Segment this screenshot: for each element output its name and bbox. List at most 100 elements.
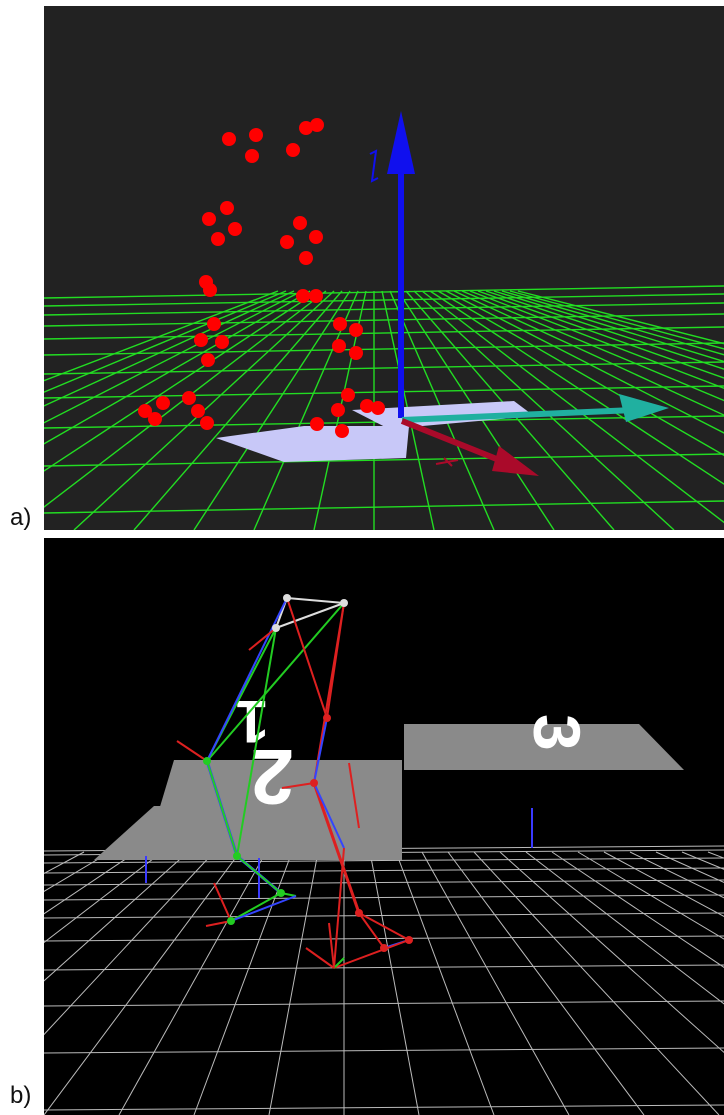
marker-point xyxy=(280,235,294,249)
grid-line xyxy=(44,285,724,299)
bone-segment xyxy=(333,957,345,969)
x-axis-shaft xyxy=(400,418,511,467)
marker-point xyxy=(360,399,374,413)
grid-line xyxy=(469,290,724,390)
bone-segment xyxy=(326,602,345,719)
grid-line xyxy=(44,912,724,919)
grid-line xyxy=(44,290,287,393)
marker-point xyxy=(211,232,225,246)
grid-line xyxy=(268,851,319,1115)
grid-line xyxy=(44,894,724,901)
marker-point xyxy=(200,416,214,430)
pelvis-segment xyxy=(275,602,345,629)
grid-line xyxy=(44,290,311,445)
force-plate-2 xyxy=(94,806,402,860)
grid-line xyxy=(629,851,724,899)
marker-scene-3d xyxy=(44,6,724,530)
bone-segment xyxy=(206,760,238,857)
x-axis-arrowhead xyxy=(492,446,539,476)
grid-line xyxy=(118,851,267,1115)
marker-point xyxy=(310,118,324,132)
grid-line xyxy=(577,851,724,940)
marker-point xyxy=(215,335,229,349)
left-knee-marker xyxy=(203,757,211,765)
axis-tick xyxy=(281,782,315,789)
grid-line xyxy=(44,964,724,971)
marker-point xyxy=(249,128,263,142)
right-shank-marker xyxy=(355,909,363,917)
force-plate-3 xyxy=(404,724,684,770)
left-shank-marker xyxy=(233,852,241,860)
right-heel-marker xyxy=(405,936,413,944)
marker-point xyxy=(156,396,170,410)
marker-point xyxy=(191,404,205,418)
marker-point xyxy=(245,149,259,163)
grid-line xyxy=(44,851,137,915)
marker-point xyxy=(299,251,313,265)
marker-points xyxy=(138,118,385,438)
panel-b-skeleton-view: 1 2 3 xyxy=(44,538,724,1115)
marker-point xyxy=(310,417,324,431)
marker-point xyxy=(349,323,363,337)
bone-segment xyxy=(206,602,345,762)
pelvis-marker xyxy=(272,624,280,632)
panel-a-label: a) xyxy=(10,504,32,531)
right-knee-marker xyxy=(310,779,318,787)
grid-line xyxy=(445,290,724,434)
axis-tick xyxy=(205,920,232,927)
grid-line xyxy=(44,1104,724,1111)
grid-line xyxy=(509,290,724,350)
grid-line xyxy=(44,1047,724,1054)
left-ankle-marker xyxy=(277,889,285,897)
panel-b-label: b) xyxy=(10,1082,32,1109)
grid-line xyxy=(44,453,724,467)
grid-line xyxy=(44,1000,724,1007)
pelvis-marker xyxy=(340,599,348,607)
grid-line xyxy=(551,851,724,969)
bone-segment xyxy=(236,855,282,894)
axis-tick xyxy=(213,882,232,922)
grid-line xyxy=(44,851,215,1036)
right-thigh-marker xyxy=(323,714,331,722)
marker-point xyxy=(286,143,300,157)
marker-point xyxy=(194,333,208,347)
grid-line xyxy=(473,851,720,1115)
pelvis-marker xyxy=(283,594,291,602)
marker-point xyxy=(331,403,345,417)
marker-point xyxy=(333,317,347,331)
bone-segment xyxy=(333,847,345,969)
skeleton-scene-3d: 1 2 3 xyxy=(44,538,724,1115)
bone-segment xyxy=(333,939,410,969)
x-axis-label-icon xyxy=(435,457,459,467)
axis-tick xyxy=(348,762,360,829)
marker-point xyxy=(138,404,152,418)
grid-line xyxy=(44,867,724,874)
grid-line xyxy=(44,500,724,514)
grid-line xyxy=(44,290,327,508)
skeleton-model xyxy=(176,594,413,969)
grid-line xyxy=(517,290,724,345)
marker-point xyxy=(228,222,242,236)
grid-line xyxy=(369,851,420,1115)
marker-point xyxy=(296,289,310,303)
grid-line xyxy=(395,851,495,1115)
marker-point xyxy=(207,317,221,331)
plate-number-3: 3 xyxy=(520,714,594,751)
bone-segment xyxy=(236,627,277,857)
grid-line xyxy=(525,851,724,1005)
grid-line xyxy=(44,290,279,382)
marker-point xyxy=(341,388,355,402)
pelvis-segment xyxy=(286,597,345,604)
y-axis-shaft xyxy=(401,407,635,423)
grid-line xyxy=(44,851,163,944)
marker-point xyxy=(182,391,196,405)
right-ankle-marker xyxy=(380,944,388,952)
bone-segment xyxy=(312,782,361,914)
grid-line xyxy=(44,290,303,424)
marker-point xyxy=(371,401,385,415)
marker-point xyxy=(201,353,215,367)
force-plate-left xyxy=(216,426,409,462)
bone-segment xyxy=(230,892,282,922)
marker-point xyxy=(202,212,216,226)
left-toe-marker xyxy=(227,917,235,925)
